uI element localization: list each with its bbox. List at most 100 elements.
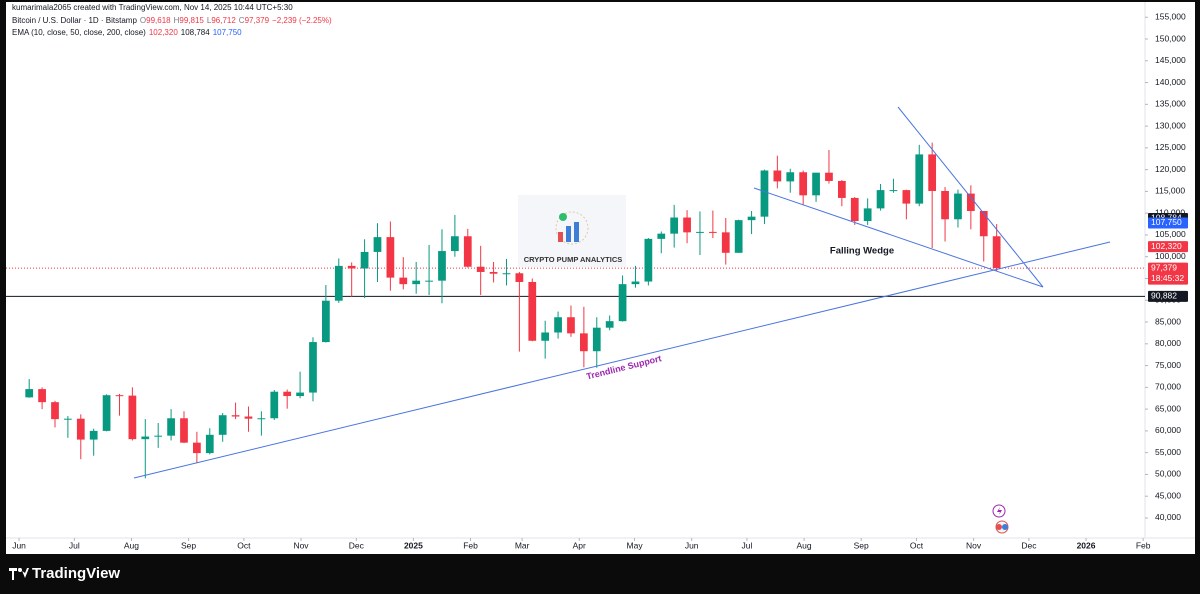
x-tick-label: Aug xyxy=(124,540,139,550)
candle-body xyxy=(528,281,537,341)
watermark-icon xyxy=(558,232,563,242)
candle-body xyxy=(322,300,330,343)
y-tick-label: 65,000 xyxy=(1155,403,1181,413)
candle-body xyxy=(270,391,279,419)
candle-body xyxy=(373,237,382,252)
y-tick-label: 40,000 xyxy=(1155,512,1181,522)
price-label: 102,320 xyxy=(1151,241,1182,251)
watermark-text: CRYPTO PUMP ANALYTICS xyxy=(524,255,623,264)
candle-body xyxy=(334,265,343,301)
candle-body xyxy=(979,211,988,237)
chart: CRYPTO PUMP ANALYTICS Falling Wedge Tren… xyxy=(6,2,1195,550)
x-tick-label: 2026 xyxy=(1077,540,1096,550)
trendline-support xyxy=(133,241,1111,479)
y-tick-label: 125,000 xyxy=(1155,142,1186,152)
x-tick-label: Apr xyxy=(573,540,586,550)
y-tick-label: 75,000 xyxy=(1155,360,1181,370)
candle-body xyxy=(605,321,614,328)
ema-line: EMA (10, close, 50, close, 200, close) 10… xyxy=(12,28,245,37)
candle-body xyxy=(115,395,124,397)
wedge-lower xyxy=(753,187,1044,288)
ema-value: 108,784 xyxy=(180,28,210,37)
y-tick-label: 140,000 xyxy=(1155,77,1186,87)
candle-body xyxy=(38,389,46,403)
ohlc-key: H xyxy=(173,16,180,25)
x-tick-label: Oct xyxy=(910,540,924,550)
candle-body xyxy=(463,236,472,267)
candle-body xyxy=(489,271,498,274)
ema-value: 107,750 xyxy=(212,28,242,37)
y-tick-label: 120,000 xyxy=(1155,164,1186,174)
candle-body xyxy=(502,273,511,275)
ohlc-value: 99,815 xyxy=(179,16,204,25)
symbol: Bitcoin / U.S. Dollar · 1D · Bitstamp xyxy=(12,16,137,25)
candle-body xyxy=(412,280,421,285)
candle-body xyxy=(902,190,911,204)
candle-body xyxy=(760,170,769,217)
x-tick-label: Dec xyxy=(349,540,365,550)
ohlc-key: L xyxy=(206,16,212,25)
watermark: CRYPTO PUMP ANALYTICS xyxy=(518,195,626,267)
candle-body xyxy=(193,442,201,454)
candle-body xyxy=(812,172,820,196)
candle-body xyxy=(580,333,588,352)
candle-body xyxy=(347,265,356,269)
candle-body xyxy=(309,342,317,393)
brand[interactable]: TradingView xyxy=(32,565,121,582)
ema-value: 102,320 xyxy=(148,28,178,37)
x-tick-label: Feb xyxy=(1136,540,1151,550)
x-tick-label: Jul xyxy=(69,540,80,550)
wedge-label: Falling Wedge xyxy=(830,246,894,257)
x-tick-label: 2025 xyxy=(404,540,423,550)
candle-body xyxy=(954,193,962,220)
x-tick-label: Aug xyxy=(797,540,812,550)
y-tick-label: 110,000 xyxy=(1155,207,1185,217)
candle-body xyxy=(451,236,459,252)
price-label-bg xyxy=(1148,290,1188,302)
candle-body xyxy=(102,395,111,431)
price-label-bg xyxy=(1148,217,1188,229)
candle-body xyxy=(141,436,150,440)
candle-body xyxy=(644,238,653,282)
x-tick-label: Jul xyxy=(742,540,753,550)
y-tick-label: 145,000 xyxy=(1155,55,1186,65)
footer: TradingView xyxy=(0,556,1200,594)
candle-body xyxy=(618,284,627,322)
candle-body xyxy=(399,277,408,285)
candle-body xyxy=(915,154,924,204)
price-label: 107,750 xyxy=(1151,217,1182,227)
candle-body xyxy=(554,317,562,333)
watermark-icon xyxy=(555,211,589,245)
countdown: 18:45:32 xyxy=(1151,273,1184,283)
author-text: kumarimala2065 created with TradingView.… xyxy=(12,3,293,12)
logo xyxy=(9,568,29,580)
plot xyxy=(6,142,1145,479)
candle-body xyxy=(438,251,446,281)
change: −2,239 (−2.25%) xyxy=(272,16,332,25)
watermark-icon xyxy=(559,213,567,221)
y-tick-label: 155,000 xyxy=(1155,11,1186,21)
y-tick-label: 45,000 xyxy=(1155,490,1181,500)
candle-body xyxy=(966,193,975,212)
candle-body xyxy=(657,233,666,239)
candle-body xyxy=(283,391,292,397)
candle-body xyxy=(683,217,691,233)
y-tick-label: 105,000 xyxy=(1155,229,1186,239)
y-tick-label: 60,000 xyxy=(1155,425,1181,435)
candle-body xyxy=(231,415,240,417)
ema-title: EMA (10, close, 50, close, 200, close) xyxy=(12,28,146,37)
candle-body xyxy=(631,281,640,285)
candle-body xyxy=(515,273,524,282)
event-icon xyxy=(997,507,1002,515)
candle-body xyxy=(167,418,175,436)
x-tick-label: May xyxy=(627,540,644,550)
candle-body xyxy=(76,418,85,440)
price-label: 90,882 xyxy=(1151,291,1177,301)
x-tick-label: Jun xyxy=(685,540,699,550)
candle-body xyxy=(889,190,898,192)
candle-body xyxy=(541,332,550,341)
y-tick-label: 100,000 xyxy=(1155,251,1186,261)
author-line: kumarimala2065 created with TradingView.… xyxy=(12,3,296,12)
candle-body xyxy=(64,418,72,420)
